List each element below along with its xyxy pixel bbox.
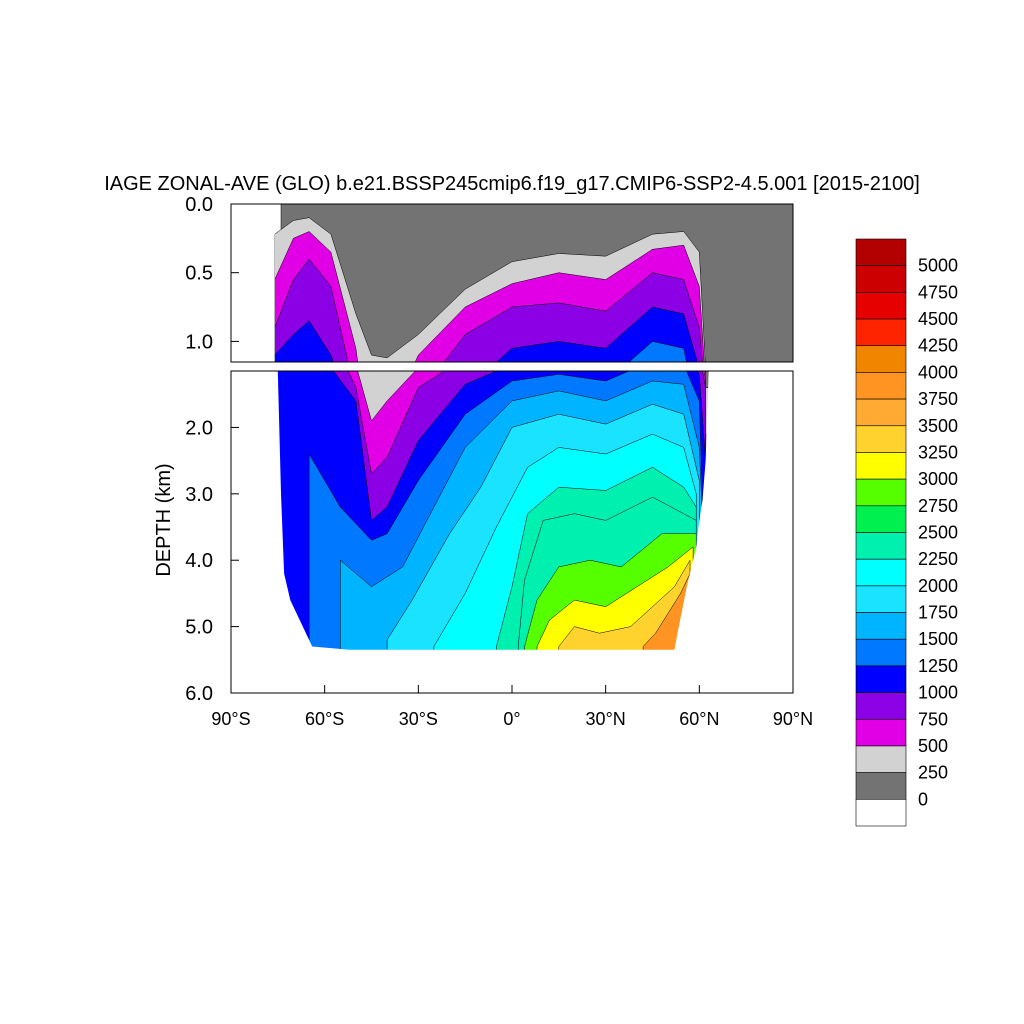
upper-panel	[231, 204, 793, 1024]
colorbar-level-label: 750	[918, 709, 948, 729]
colorbar-level-label: 2250	[918, 549, 958, 569]
y-tick-label-upper: 0.5	[185, 263, 213, 285]
colorbar-level-label: 1750	[918, 603, 958, 623]
colorbar-swatch	[855, 665, 907, 693]
colorbar-swatch	[855, 398, 907, 427]
colorbar-swatch	[855, 612, 907, 640]
age-band-3500-4000-upper	[643, 781, 690, 1024]
colorbar-level-label: 4000	[918, 362, 958, 382]
colorbar-level-label: 500	[918, 736, 948, 756]
age-band-3250-3500-upper	[559, 754, 690, 1024]
axis-ticks: 90°S 60°S 30°S 0° 30°N 60°N 90°N 0.0 0.5 1.0 2.0 3.…	[185, 194, 813, 729]
y-tick-label-lower: 5.0	[185, 617, 213, 639]
colorbar-swatch	[855, 505, 907, 533]
colorbar-swatch	[855, 345, 907, 373]
colorbar-level-label: 1500	[918, 629, 958, 649]
upper-panel-frame	[230, 203, 794, 363]
y-tick-label-upper: 1.0	[185, 331, 213, 353]
colorbar-level-label: 4750	[918, 282, 958, 302]
x-tick-label: 60°N	[679, 709, 719, 729]
age-band-3000-3250-upper	[537, 726, 693, 1024]
colorbar-level-label: 2750	[918, 496, 958, 516]
colorbar: 5000475045004250400037503500325030002750…	[855, 238, 958, 827]
y-axis-label: DEPTH (km)	[153, 463, 175, 576]
y-tick-label-upper: 0.0	[185, 194, 213, 216]
chart-title: IAGE ZONAL-AVE (GLO) b.e21.BSSP245cmip6.…	[104, 173, 920, 195]
x-tick-label: 0°	[503, 709, 520, 729]
y-tick-label-lower: 2.0	[185, 417, 213, 439]
y-tick-label-lower: 6.0	[185, 683, 213, 705]
colorbar-level-label: 4250	[918, 336, 958, 356]
colorbar-swatch	[855, 638, 907, 667]
colorbar-swatch	[855, 292, 907, 320]
colorbar-level-label: 1250	[918, 656, 958, 676]
colorbar-level-label: 2500	[918, 523, 958, 543]
colorbar-level-label: 4500	[918, 309, 958, 329]
colorbar-level-label: 0	[918, 789, 928, 809]
arctic-seafloor-mask	[705, 487, 793, 693]
x-tick-label: 30°N	[586, 709, 626, 729]
arctic-upper	[705, 204, 793, 362]
colorbar-level-label: 3750	[918, 389, 958, 409]
colorbar-swatch	[855, 452, 907, 480]
age-band-1000-1250-upper	[274, 306, 698, 362]
age-band-750-1000-upper	[274, 258, 703, 362]
age-band-1250-1500-upper	[628, 341, 687, 362]
colorbar-level-label: 250	[918, 763, 948, 783]
colorbar-swatch	[855, 532, 907, 560]
colorbar-swatch	[855, 558, 907, 587]
colorbar-swatch	[855, 585, 907, 613]
colorbar-level-label: 3500	[918, 416, 958, 436]
colorbar-swatch	[855, 718, 907, 747]
colorbar-swatch	[855, 425, 907, 453]
y-tick-label-lower: 3.0	[185, 484, 213, 506]
x-tick-label: 30°S	[399, 709, 438, 729]
colorbar-swatch	[855, 745, 907, 773]
y-tick-label-lower: 4.0	[185, 550, 213, 572]
x-tick-label: 90°N	[773, 709, 813, 729]
x-tick-label: 60°S	[305, 709, 344, 729]
colorbar-swatch	[855, 238, 907, 266]
age-band-2750-3000-upper	[525, 699, 697, 1024]
antarctic-land-upper	[231, 204, 275, 362]
x-tick-label: 90°S	[211, 709, 250, 729]
colorbar-level-label: 2000	[918, 576, 958, 596]
colorbar-level-label: 1000	[918, 683, 958, 703]
colorbar-level-label: 3000	[918, 469, 958, 489]
colorbar-swatch	[855, 478, 907, 507]
colorbar-swatch	[855, 372, 907, 400]
colorbar-level-label: 5000	[918, 256, 958, 276]
colorbar-swatch	[855, 265, 907, 293]
lower-panel	[231, 371, 793, 693]
colorbar-level-label: 3250	[918, 442, 958, 462]
colorbar-swatch	[855, 799, 907, 827]
colorbar-swatch	[855, 692, 907, 720]
colorbar-swatch	[855, 772, 907, 800]
colorbar-swatch	[855, 318, 907, 347]
